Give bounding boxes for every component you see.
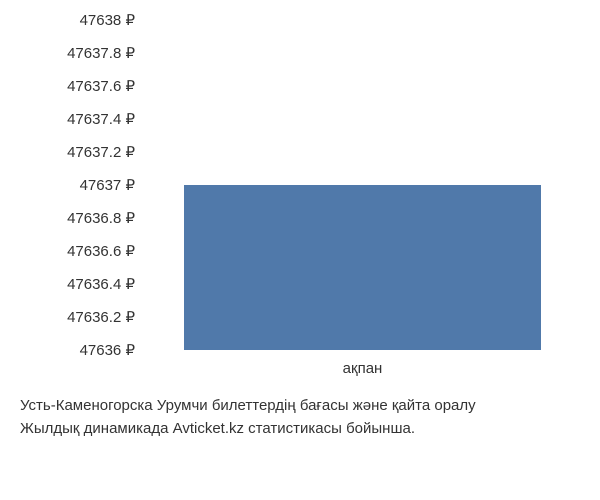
y-axis: 47638 ₽47637.8 ₽47637.6 ₽47637.4 ₽47637.… — [20, 20, 140, 350]
x-tick-label: ақпан — [343, 360, 383, 377]
y-tick-label: 47636.6 ₽ — [67, 242, 135, 260]
y-tick-label: 47637.4 ₽ — [67, 110, 135, 128]
plot-area — [145, 20, 580, 350]
y-tick-label: 47636.4 ₽ — [67, 275, 135, 293]
y-tick-label: 47638 ₽ — [80, 11, 135, 29]
y-tick-label: 47636 ₽ — [80, 341, 135, 359]
y-tick-label: 47637.2 ₽ — [67, 143, 135, 161]
y-tick-label: 47636.2 ₽ — [67, 308, 135, 326]
chart-caption: Усть-Каменогорска Урумчи билеттердің бағ… — [20, 395, 476, 440]
y-tick-label: 47637 ₽ — [80, 176, 135, 194]
y-tick-label: 47636.8 ₽ — [67, 209, 135, 227]
chart-container: 47638 ₽47637.8 ₽47637.6 ₽47637.4 ₽47637.… — [20, 20, 580, 370]
y-tick-label: 47637.6 ₽ — [67, 77, 135, 95]
caption-line-1: Усть-Каменогорска Урумчи билеттердің бағ… — [20, 395, 476, 418]
caption-line-2: Жылдық динамикада Avticket.kz статистика… — [20, 418, 476, 441]
bar — [184, 185, 541, 350]
y-tick-label: 47637.8 ₽ — [67, 44, 135, 62]
